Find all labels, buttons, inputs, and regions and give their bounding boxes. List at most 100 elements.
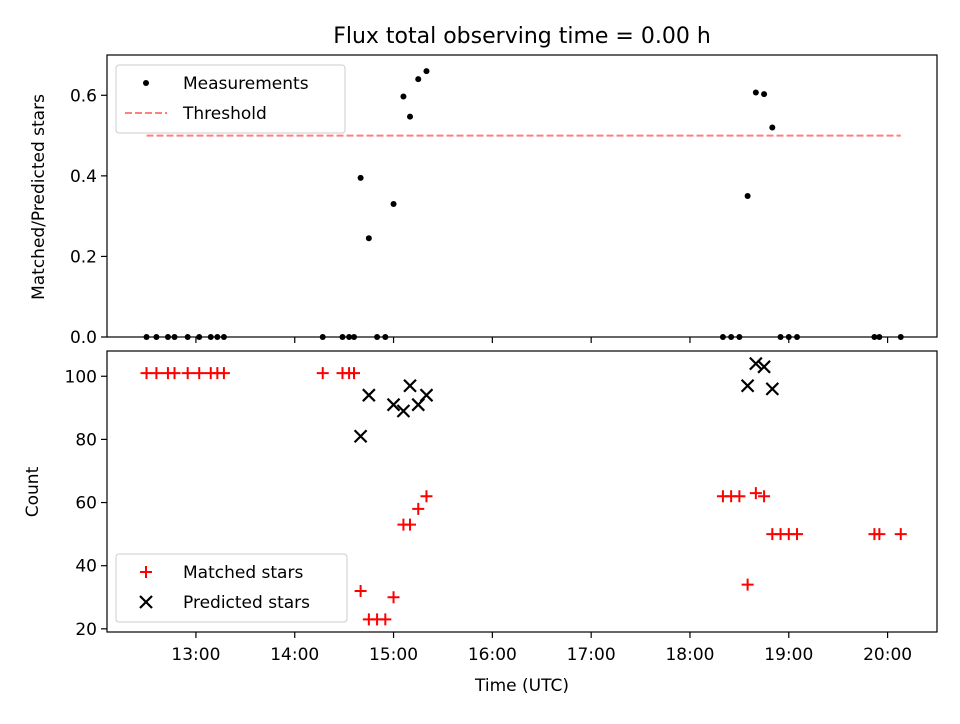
measurement-point: [761, 91, 768, 98]
measurement-point: [415, 76, 422, 83]
matched-star-marker: [873, 528, 886, 541]
bottom-ylabel: Count: [23, 466, 43, 517]
predicted-star-marker: [757, 360, 771, 374]
measurement-point: [876, 334, 883, 340]
measurement-point: [143, 334, 150, 340]
predicted-star-marker: [749, 356, 763, 371]
measurement-point: [728, 334, 735, 340]
predicted-star-marker: [740, 378, 755, 393]
measurement-point: [785, 334, 792, 340]
bottom-xtick-label: 16:00: [468, 645, 517, 665]
bottom-xtick-label: 20:00: [863, 645, 912, 665]
chart-title: Flux total observing time = 0.00 h: [333, 24, 711, 49]
matched-star-marker: [193, 367, 206, 380]
matched-star-marker: [733, 490, 746, 503]
measurement-point: [196, 334, 203, 340]
measurement-point: [871, 334, 878, 340]
measurement-point: [214, 334, 221, 340]
matched-star-marker: [749, 487, 762, 500]
top-axes-frame: [106, 54, 938, 338]
measurement-point: [207, 334, 214, 340]
bottom-xlabel: Time (UTC): [474, 676, 569, 696]
matched-star-marker: [894, 528, 907, 541]
measurement-point: [752, 89, 759, 96]
measurement-point: [357, 174, 364, 181]
top-ytick-label: 0.4: [70, 167, 97, 187]
measurement-point: [374, 334, 381, 340]
measurement-point: [351, 334, 358, 340]
measurement-point: [897, 334, 904, 340]
matched-star-marker: [316, 367, 329, 380]
predicted-star-marker: [362, 388, 376, 402]
bottom-xtick-label: 18:00: [665, 645, 714, 665]
legend-predicted-swatch: [139, 595, 153, 609]
predicted-star-marker: [386, 397, 401, 412]
measurement-point: [777, 334, 784, 340]
measurement-point: [769, 124, 776, 131]
measurement-point: [164, 334, 171, 340]
plot-layer: 0.0 0.2 0.4 0.6 Measurements Threshold 20 40 60 8…: [65, 54, 938, 665]
bottom-legend-box: [115, 553, 348, 623]
matched-star-marker: [379, 613, 392, 626]
matched-star-marker: [150, 367, 163, 380]
legend-label: Predicted stars: [183, 593, 310, 613]
measurement-point: [400, 93, 407, 100]
measurement-point: [319, 334, 326, 340]
matched-star-marker: [387, 591, 400, 604]
bottom-ytick-label: 20: [75, 620, 97, 640]
measurement-point: [346, 334, 353, 340]
legend-label: Measurements: [183, 74, 309, 94]
predicted-star-marker: [396, 404, 411, 418]
measurement-point: [423, 68, 430, 75]
measurement-point: [744, 193, 751, 199]
measurement-point: [184, 334, 191, 340]
bottom-xtick-label: 15:00: [369, 645, 418, 665]
measurement-point: [390, 201, 397, 208]
bottom-xtick-label: 17:00: [567, 645, 616, 665]
matched-star-marker: [348, 367, 361, 380]
predicted-star-marker: [403, 378, 417, 393]
measurement-point: [339, 334, 346, 340]
top-ylabel: Matched/Predicted stars: [29, 94, 49, 300]
measurement-point: [407, 113, 414, 120]
matched-star-marker: [354, 584, 367, 597]
measurement-point: [736, 334, 743, 340]
matched-star-marker: [404, 518, 417, 531]
legend-label: Threshold: [182, 104, 267, 124]
measurement-point: [794, 334, 801, 340]
measurement-point: [220, 334, 227, 340]
matched-star-marker: [758, 490, 771, 503]
predicted-star-marker: [353, 429, 368, 444]
bottom-axes-frame: [106, 350, 938, 633]
measurement-point: [153, 334, 160, 340]
top-legend-box: [115, 64, 346, 134]
measurement-point: [171, 334, 178, 340]
bottom-xtick-label: 14:00: [270, 645, 319, 665]
bottom-ytick-label: 80: [75, 430, 97, 450]
legend-label: Matched stars: [183, 563, 303, 583]
predicted-star-marker: [765, 382, 780, 396]
matched-star-marker: [217, 367, 230, 380]
bottom-ytick-label: 100: [65, 367, 97, 387]
bottom-ytick-label: 60: [75, 494, 97, 514]
matched-star-marker: [741, 578, 754, 591]
legend-measurement-swatch: [143, 80, 149, 86]
bottom-ytick-label: 40: [75, 557, 97, 577]
bottom-xtick-label: 19:00: [764, 645, 813, 665]
matched-star-marker: [420, 490, 433, 503]
top-ytick-label: 0.6: [70, 86, 97, 106]
top-ytick-label: 0.0: [70, 328, 97, 348]
measurement-point: [382, 334, 389, 340]
matched-star-marker: [168, 367, 181, 380]
legend-matched-swatch: [140, 566, 152, 578]
matched-star-marker: [412, 502, 425, 515]
measurement-point: [365, 235, 372, 242]
predicted-star-marker: [419, 388, 434, 402]
measurement-point: [719, 334, 726, 340]
top-ytick-label: 0.2: [70, 247, 97, 267]
bottom-xtick-label: 13:00: [171, 645, 220, 665]
matched-star-marker: [791, 528, 804, 541]
matched-star-marker: [181, 367, 194, 380]
